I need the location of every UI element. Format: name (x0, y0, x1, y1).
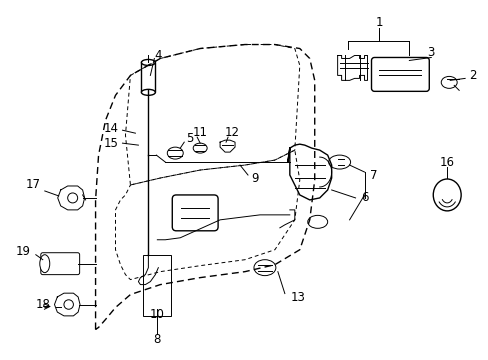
Text: 4: 4 (154, 49, 162, 62)
Text: 3: 3 (427, 46, 434, 59)
Text: 1: 1 (375, 16, 383, 29)
Ellipse shape (440, 76, 456, 88)
Ellipse shape (141, 89, 155, 95)
Ellipse shape (141, 59, 155, 66)
Text: 8: 8 (153, 333, 161, 346)
Ellipse shape (64, 300, 73, 309)
Text: 9: 9 (251, 171, 258, 185)
Text: 12: 12 (224, 126, 239, 139)
Text: 14: 14 (103, 122, 118, 135)
Text: 5: 5 (186, 132, 194, 145)
Text: 19: 19 (16, 245, 31, 258)
Text: 11: 11 (192, 126, 207, 139)
Ellipse shape (253, 260, 275, 276)
Text: 2: 2 (468, 69, 476, 82)
Bar (143, 255, 171, 316)
Text: 7: 7 (369, 168, 376, 181)
Text: 16: 16 (439, 156, 454, 168)
Bar (141, 62, 155, 92)
Text: 6: 6 (361, 192, 368, 204)
Text: 10: 10 (150, 308, 164, 321)
Text: 15: 15 (103, 137, 118, 150)
Ellipse shape (432, 179, 460, 211)
Ellipse shape (193, 143, 207, 153)
Ellipse shape (67, 193, 78, 203)
Ellipse shape (167, 147, 183, 159)
Text: 18: 18 (36, 298, 51, 311)
FancyBboxPatch shape (41, 253, 80, 275)
Ellipse shape (40, 255, 50, 273)
Text: 13: 13 (290, 291, 305, 304)
Ellipse shape (328, 155, 350, 169)
Text: 17: 17 (26, 179, 41, 192)
Ellipse shape (307, 215, 327, 228)
